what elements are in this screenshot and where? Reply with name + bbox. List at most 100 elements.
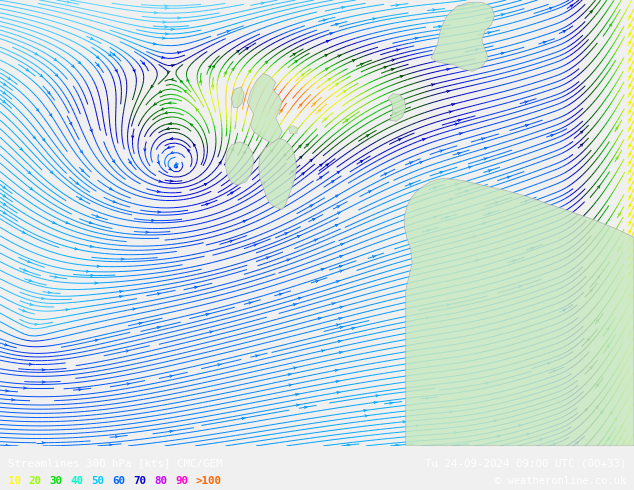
FancyArrowPatch shape — [170, 430, 173, 433]
FancyArrowPatch shape — [352, 327, 355, 329]
FancyArrowPatch shape — [49, 114, 52, 116]
FancyArrowPatch shape — [619, 437, 621, 440]
FancyArrowPatch shape — [178, 17, 181, 19]
FancyArrowPatch shape — [157, 326, 160, 329]
FancyArrowPatch shape — [80, 150, 82, 153]
FancyArrowPatch shape — [53, 221, 56, 224]
FancyArrowPatch shape — [294, 304, 297, 306]
FancyArrowPatch shape — [154, 103, 157, 105]
FancyArrowPatch shape — [231, 68, 234, 71]
FancyArrowPatch shape — [576, 442, 578, 444]
FancyArrowPatch shape — [40, 74, 42, 77]
FancyArrowPatch shape — [476, 49, 479, 51]
FancyArrowPatch shape — [336, 83, 338, 86]
Text: 80: 80 — [154, 476, 167, 486]
FancyArrowPatch shape — [157, 293, 161, 295]
FancyArrowPatch shape — [33, 136, 36, 139]
FancyArrowPatch shape — [126, 350, 129, 352]
FancyArrowPatch shape — [628, 256, 630, 258]
FancyArrowPatch shape — [165, 33, 169, 35]
FancyArrowPatch shape — [154, 12, 157, 14]
FancyArrowPatch shape — [55, 276, 58, 278]
FancyArrowPatch shape — [94, 282, 98, 284]
FancyArrowPatch shape — [283, 154, 286, 156]
FancyArrowPatch shape — [78, 61, 81, 64]
FancyArrowPatch shape — [23, 310, 26, 312]
FancyArrowPatch shape — [318, 110, 320, 112]
FancyArrowPatch shape — [127, 383, 131, 385]
FancyArrowPatch shape — [507, 176, 510, 178]
FancyArrowPatch shape — [337, 172, 339, 173]
FancyArrowPatch shape — [340, 306, 343, 308]
FancyArrowPatch shape — [41, 297, 45, 299]
FancyArrowPatch shape — [336, 324, 340, 326]
FancyArrowPatch shape — [628, 153, 630, 155]
FancyArrowPatch shape — [196, 109, 198, 111]
FancyArrowPatch shape — [291, 171, 294, 173]
FancyArrowPatch shape — [28, 261, 31, 263]
FancyArrowPatch shape — [256, 355, 259, 357]
Text: 40: 40 — [70, 476, 84, 486]
FancyArrowPatch shape — [384, 66, 387, 69]
FancyArrowPatch shape — [11, 399, 15, 401]
Polygon shape — [288, 126, 298, 134]
FancyArrowPatch shape — [20, 148, 22, 150]
FancyArrowPatch shape — [325, 54, 327, 56]
FancyArrowPatch shape — [326, 164, 328, 166]
FancyArrowPatch shape — [95, 339, 98, 342]
FancyArrowPatch shape — [525, 200, 528, 202]
FancyArrowPatch shape — [3, 100, 5, 103]
FancyArrowPatch shape — [42, 441, 45, 444]
FancyArrowPatch shape — [607, 437, 609, 440]
FancyArrowPatch shape — [120, 291, 123, 293]
FancyArrowPatch shape — [332, 303, 335, 305]
FancyArrowPatch shape — [339, 351, 342, 354]
FancyArrowPatch shape — [36, 109, 39, 111]
FancyArrowPatch shape — [8, 77, 10, 79]
FancyArrowPatch shape — [209, 66, 210, 68]
FancyArrowPatch shape — [254, 244, 257, 246]
FancyArrowPatch shape — [79, 389, 82, 391]
FancyArrowPatch shape — [590, 289, 592, 292]
FancyArrowPatch shape — [628, 58, 630, 61]
FancyArrowPatch shape — [115, 436, 119, 438]
FancyArrowPatch shape — [403, 421, 406, 423]
FancyArrowPatch shape — [195, 286, 198, 289]
FancyArrowPatch shape — [29, 363, 32, 366]
FancyArrowPatch shape — [360, 161, 363, 163]
FancyArrowPatch shape — [340, 243, 344, 245]
FancyArrowPatch shape — [553, 370, 557, 372]
FancyArrowPatch shape — [3, 92, 5, 94]
FancyArrowPatch shape — [628, 84, 630, 87]
FancyArrowPatch shape — [299, 156, 302, 159]
FancyArrowPatch shape — [374, 401, 377, 404]
FancyArrowPatch shape — [108, 54, 111, 56]
FancyArrowPatch shape — [628, 196, 630, 198]
FancyArrowPatch shape — [456, 444, 460, 446]
Polygon shape — [247, 74, 282, 143]
FancyArrowPatch shape — [295, 393, 299, 395]
FancyArrowPatch shape — [169, 122, 172, 124]
Polygon shape — [388, 94, 406, 122]
FancyArrowPatch shape — [463, 4, 466, 6]
FancyArrowPatch shape — [115, 69, 117, 72]
FancyArrowPatch shape — [162, 56, 165, 58]
FancyArrowPatch shape — [243, 220, 247, 222]
FancyArrowPatch shape — [298, 297, 302, 299]
FancyArrowPatch shape — [628, 67, 630, 70]
FancyArrowPatch shape — [497, 435, 500, 438]
FancyArrowPatch shape — [313, 103, 315, 105]
FancyArrowPatch shape — [330, 32, 333, 35]
FancyArrowPatch shape — [249, 302, 252, 304]
FancyArrowPatch shape — [301, 74, 304, 76]
FancyArrowPatch shape — [364, 410, 367, 412]
FancyArrowPatch shape — [540, 439, 543, 441]
FancyArrowPatch shape — [447, 304, 450, 306]
FancyArrowPatch shape — [231, 192, 233, 194]
FancyArrowPatch shape — [169, 168, 171, 170]
FancyArrowPatch shape — [335, 369, 339, 371]
FancyArrowPatch shape — [495, 202, 498, 204]
FancyArrowPatch shape — [432, 9, 436, 11]
FancyArrowPatch shape — [332, 181, 334, 183]
FancyArrowPatch shape — [190, 124, 193, 126]
